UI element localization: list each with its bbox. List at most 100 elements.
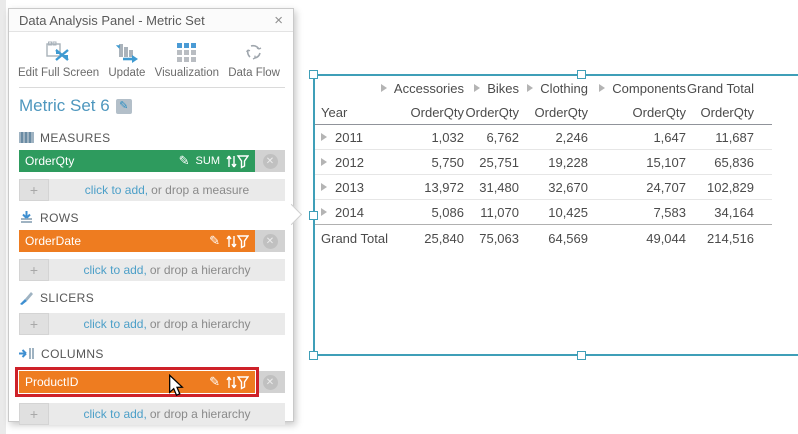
data-flow-button[interactable]: Data Flow (225, 38, 283, 81)
pivot-data-row: 2014 5,086 11,070 10,425 7,583 34,164 (315, 200, 772, 225)
data-cell: 1,032 (431, 129, 464, 145)
sort-filter-icon[interactable] (226, 375, 249, 390)
data-cell: 5,086 (431, 204, 464, 220)
expand-icon[interactable] (599, 84, 606, 92)
expand-icon[interactable] (321, 158, 327, 166)
add-slicer-row[interactable]: + click to add, or drop a hierarchy (19, 313, 285, 335)
rows-icon (21, 211, 32, 223)
pivot-grand-total-column: Grand Total (687, 80, 754, 96)
resize-handle-top-left[interactable] (309, 70, 318, 79)
data-cell: 7,583 (653, 204, 686, 220)
expand-icon[interactable] (321, 133, 327, 141)
expand-icon[interactable] (527, 84, 534, 92)
update-label: Update (108, 67, 146, 79)
data-cell: 64,569 (548, 230, 588, 246)
visualization-icon (176, 40, 197, 64)
expand-icon[interactable] (474, 84, 481, 92)
pivot-measure-header-row: Year OrderQty OrderQty OrderQty OrderQty… (315, 100, 772, 125)
data-cell: 6,762 (486, 129, 519, 145)
pencil-icon: ✎ (119, 99, 129, 112)
sort-filter-icon[interactable] (226, 234, 249, 249)
add-measure-row[interactable]: + click to add, or drop a measure (19, 179, 285, 201)
data-cell: 32,670 (548, 179, 588, 195)
data-cell: 31,480 (479, 179, 519, 195)
row-label[interactable]: 2014 (315, 205, 407, 220)
measure-header: OrderQty (465, 104, 519, 120)
data-cell: 24,707 (646, 179, 686, 195)
pivot-column-group[interactable]: Clothing (524, 81, 593, 96)
edit-measure-icon[interactable]: ✎ (178, 153, 190, 168)
plus-icon[interactable]: + (19, 259, 49, 281)
visualization-button[interactable]: Visualization (152, 38, 222, 81)
remove-measure-button[interactable]: ✕ (255, 150, 285, 172)
add-column-hierarchy-row[interactable]: + click to add, or drop a hierarchy (19, 403, 285, 425)
section-measures: MEASURES OrderQty ✎ SUM ✕ (9, 129, 293, 201)
resize-handle-bottom-middle[interactable] (577, 351, 586, 360)
section-rows: ROWS OrderDate ✎ ✕ + (9, 209, 293, 281)
data-cell: 11,070 (480, 204, 519, 220)
measure-header: OrderQty (700, 104, 754, 120)
pivot-column-group[interactable]: Accessories (380, 81, 469, 96)
edit-full-screen-button[interactable]: Edit Full Screen (15, 38, 102, 81)
pivot-table: Accessories Bikes Clothing Components Gr… (315, 76, 772, 251)
add-row-hierarchy-row[interactable]: + click to add, or drop a hierarchy (19, 259, 285, 281)
close-icon[interactable]: × (274, 11, 283, 29)
click-to-add-link[interactable]: click to add, (84, 183, 149, 197)
plus-icon[interactable]: + (19, 403, 49, 425)
expand-icon[interactable] (380, 84, 387, 92)
row-label[interactable]: 2012 (315, 155, 407, 170)
resize-handle-bottom-left[interactable] (309, 351, 318, 360)
click-to-add-link[interactable]: click to add, (83, 317, 147, 331)
slicers-icon (20, 291, 33, 305)
measure-item-orderqty[interactable]: OrderQty ✎ SUM ✕ (19, 150, 285, 172)
update-icon (115, 40, 139, 64)
plus-icon[interactable]: + (19, 179, 49, 201)
edit-metric-set-button[interactable]: ✎ (115, 98, 132, 114)
sort-filter-icon[interactable] (226, 154, 249, 169)
row-label[interactable]: 2013 (315, 180, 407, 195)
measures-label: MEASURES (40, 130, 111, 145)
remove-icon: ✕ (262, 153, 278, 169)
measure-header: OrderQty (534, 104, 588, 120)
grand-total-label: Grand Total (321, 230, 388, 246)
data-cell: 34,164 (714, 204, 754, 220)
data-cell: 75,063 (479, 230, 519, 246)
data-cell: 2,246 (555, 129, 588, 145)
rows-label: ROWS (40, 210, 79, 225)
data-cell: 65,836 (714, 154, 754, 170)
data-cell: 25,840 (424, 230, 464, 246)
expand-icon[interactable] (321, 183, 327, 191)
column-item-productid[interactable]: ProductID ✎ ✕ (19, 371, 285, 393)
add-hint: or drop a hierarchy (149, 407, 251, 421)
data-cell: 25,751 (479, 154, 519, 170)
resize-handle-top-middle[interactable] (577, 70, 586, 79)
remove-hierarchy-button[interactable]: ✕ (255, 371, 285, 393)
toolbar-divider (19, 87, 285, 88)
measure-header: OrderQty (632, 104, 686, 120)
edit-hierarchy-icon[interactable]: ✎ (209, 374, 220, 389)
highlighted-column-item[interactable]: ProductID ✎ (19, 371, 255, 393)
data-cell: 11,687 (715, 129, 754, 145)
click-to-add-link[interactable]: click to add, (83, 263, 147, 277)
aggregator-label[interactable]: SUM (195, 155, 220, 167)
slicers-label: SLICERS (40, 290, 95, 305)
remove-hierarchy-button[interactable]: ✕ (255, 230, 285, 252)
row-label[interactable]: 2011 (315, 130, 407, 145)
data-flow-icon (244, 40, 264, 64)
resize-handle-middle-left[interactable] (309, 211, 318, 220)
expand-icon[interactable] (321, 208, 327, 216)
click-to-add-link[interactable]: click to add, (83, 407, 147, 421)
row-item-orderdate[interactable]: OrderDate ✎ ✕ (19, 230, 285, 252)
edit-full-screen-icon (45, 40, 72, 64)
columns-label: COLUMNS (41, 346, 104, 361)
pivot-column-group[interactable]: Bikes (469, 81, 524, 96)
edit-hierarchy-icon[interactable]: ✎ (209, 233, 220, 248)
plus-icon[interactable]: + (19, 313, 49, 335)
data-cell: 19,228 (548, 154, 588, 170)
panel-titlebar[interactable]: Data Analysis Panel - Metric Set × (9, 9, 293, 32)
data-flow-label: Data Flow (228, 67, 280, 79)
pivot-column-group[interactable]: Components (593, 81, 691, 96)
data-analysis-panel: Data Analysis Panel - Metric Set × Edit … (8, 8, 294, 425)
update-button[interactable]: Update (105, 38, 148, 81)
